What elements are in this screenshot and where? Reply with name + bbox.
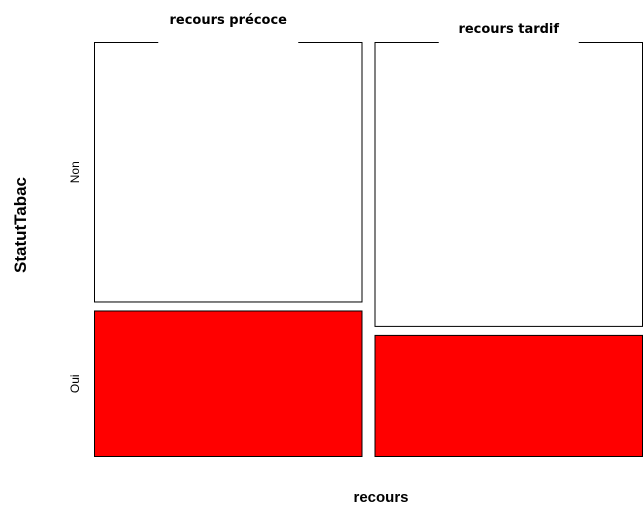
row-labels: Non Oui [68,161,82,393]
column-labels: recours précoce recours tardif [158,6,579,44]
tile-recours-tardif-oui [374,334,643,457]
column-label-background [438,6,579,44]
row-label-non: Non [68,161,82,183]
tile-recours-precoce-non [94,42,363,303]
x-axis-title: recours [353,489,408,505]
y-axis-title: StatutTabac [11,177,30,273]
tile-recours-precoce-oui [94,310,363,458]
column-label-background [158,6,299,44]
tile-recours-tardif-non [374,42,643,327]
mosaic-tiles [94,42,643,458]
column-label-recours-precoce: recours précoce [170,13,288,28]
column-label-recours-tardif: recours tardif [458,22,559,37]
row-label-oui: Oui [68,374,82,393]
